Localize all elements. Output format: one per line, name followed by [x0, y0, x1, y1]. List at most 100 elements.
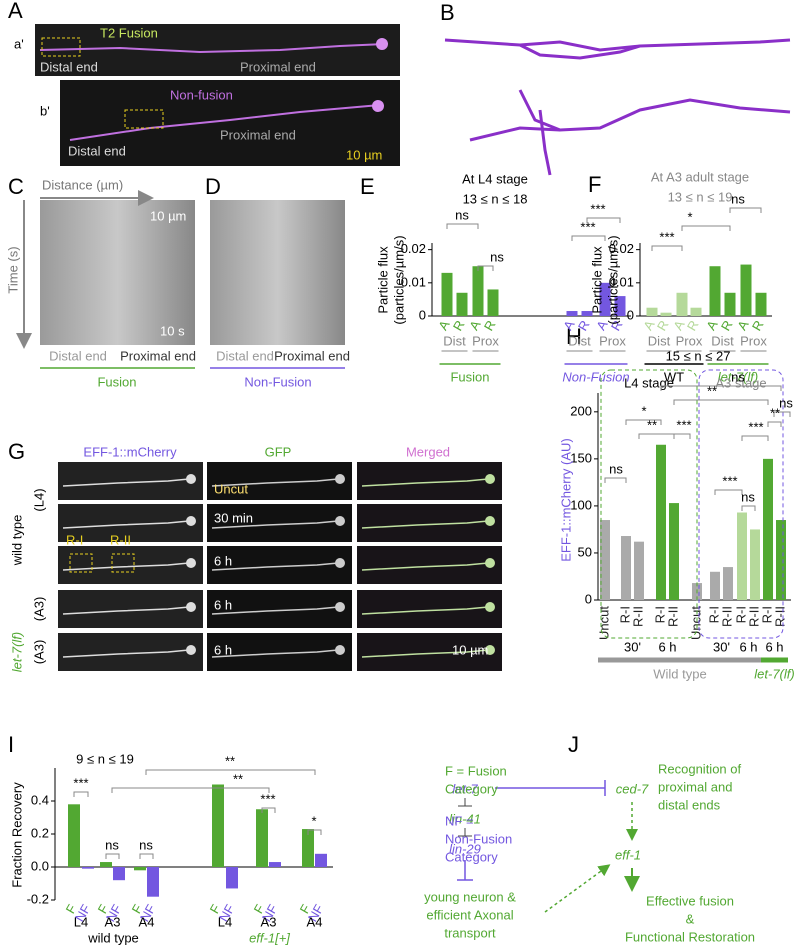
- section-label: Wild type: [653, 666, 706, 681]
- bar: [614, 296, 626, 316]
- bar: [315, 853, 327, 867]
- neuron: [361, 478, 489, 487]
- neuron: [62, 478, 190, 487]
- panel-label: D: [205, 174, 221, 199]
- bracket: [604, 477, 627, 483]
- kymograph: [40, 200, 195, 345]
- annotation: Uncut: [214, 481, 248, 496]
- stage-box: [698, 369, 784, 639]
- bar: [776, 520, 786, 600]
- micrograph: [207, 590, 352, 628]
- category-label: R-I: [652, 606, 667, 623]
- panel-j: let-7 lin-41 lin-29 young neuron & effic…: [424, 761, 755, 944]
- trace: [469, 126, 561, 142]
- significance: ns: [779, 395, 793, 410]
- bracket: [741, 505, 756, 511]
- column-header: EFF-1::mCherry: [83, 444, 177, 459]
- outcome: Effective fusion: [646, 893, 734, 908]
- end-label: Distal end: [216, 348, 274, 363]
- category-label: R-II: [665, 606, 680, 627]
- neuron: [211, 649, 339, 658]
- soma: [376, 38, 388, 50]
- micrograph: [58, 590, 203, 628]
- soma: [335, 602, 345, 612]
- bar: [472, 266, 484, 316]
- panel-label: B: [440, 0, 455, 25]
- category-label: R-I: [759, 606, 774, 623]
- panel-d: Distal end Proximal end Non-Fusion: [210, 200, 350, 389]
- group-label: Dist: [711, 333, 734, 348]
- gene: lin-41: [449, 811, 481, 826]
- soma: [335, 516, 345, 526]
- panel-c: Distance (µm) Time (s) 10 µm 10 s Distal…: [5, 177, 196, 389]
- y-tick-label: 0: [627, 307, 634, 322]
- category-label: R-I: [706, 606, 721, 623]
- roi-box: [41, 37, 81, 57]
- group-label: A3: [105, 914, 121, 929]
- group-label: A4: [139, 914, 155, 929]
- significance: ns: [731, 369, 745, 384]
- group-label: Prox: [676, 333, 703, 348]
- roi-box: [111, 553, 135, 573]
- outcome: Recognition of: [658, 761, 741, 776]
- column-header: Merged: [406, 444, 450, 459]
- y-tick-label: 200: [570, 403, 592, 418]
- bracket: [741, 435, 769, 441]
- bracket: [673, 399, 769, 405]
- significance: **: [233, 771, 243, 786]
- inhibit: [458, 828, 472, 837]
- neuron: [361, 649, 489, 658]
- roi-box: [69, 553, 93, 573]
- panel-b: [444, 38, 791, 176]
- group-label: 30': [713, 639, 730, 654]
- annotation: 30 min: [214, 510, 253, 525]
- y-axis-label: (particles/µm/s): [391, 235, 406, 324]
- stage-label: (A3): [31, 640, 46, 665]
- y-axis-label: (particles/µm/s): [605, 235, 620, 324]
- bar: [723, 567, 733, 600]
- y-axis-label: EFF-1::mCherry (AU): [558, 438, 573, 562]
- bar: [750, 529, 760, 600]
- significance: ***: [260, 791, 275, 806]
- axon: [39, 43, 386, 54]
- micrograph: [58, 462, 203, 500]
- trace: [444, 38, 791, 52]
- panel-label: J: [568, 732, 579, 757]
- panel-labels: A B C D E F G H I J: [8, 0, 601, 757]
- gene: lin-29: [449, 841, 481, 856]
- scale-label: 10 µm: [150, 208, 186, 223]
- trace: [538, 109, 552, 176]
- soma: [335, 474, 345, 484]
- category-label: R: [450, 318, 468, 334]
- gene: ced-7: [616, 781, 649, 796]
- axis-label: Distance (µm): [42, 177, 123, 192]
- gene: let-7: [452, 781, 478, 796]
- neuron: [62, 606, 190, 615]
- section-label: eff-1[+]: [249, 930, 290, 945]
- panel-label: C: [8, 174, 24, 199]
- bar: [656, 444, 666, 600]
- panel-g: EFF-1::mCherry GFP Merged wild type (L4)…: [9, 444, 450, 672]
- annotation: R-I: [66, 532, 83, 547]
- bar: [487, 289, 499, 316]
- bracket: [307, 829, 322, 835]
- annotation: Non-fusion: [170, 87, 233, 102]
- y-tick-label: 0.4: [31, 792, 49, 807]
- section-label: Non-Fusion: [562, 369, 629, 384]
- bracket: [111, 787, 270, 793]
- bracket: [714, 489, 743, 495]
- bracket: [571, 235, 606, 241]
- outcome: distal ends: [658, 797, 721, 812]
- group-label: Prox: [599, 333, 626, 348]
- soma: [485, 558, 495, 568]
- significance: ***: [676, 417, 691, 432]
- section-label: Fusion: [450, 369, 489, 384]
- inhibit: [457, 860, 473, 881]
- chart-subtitle: 13 ≤ n ≤ 19: [668, 189, 733, 204]
- bar: [710, 571, 720, 600]
- bar: [755, 292, 767, 316]
- micrograph: [357, 633, 502, 671]
- group-label: Dist: [443, 333, 466, 348]
- y-tick-label: 0.02: [609, 241, 634, 256]
- chart-subtitle: 15 ≤ n ≤ 27: [666, 348, 731, 363]
